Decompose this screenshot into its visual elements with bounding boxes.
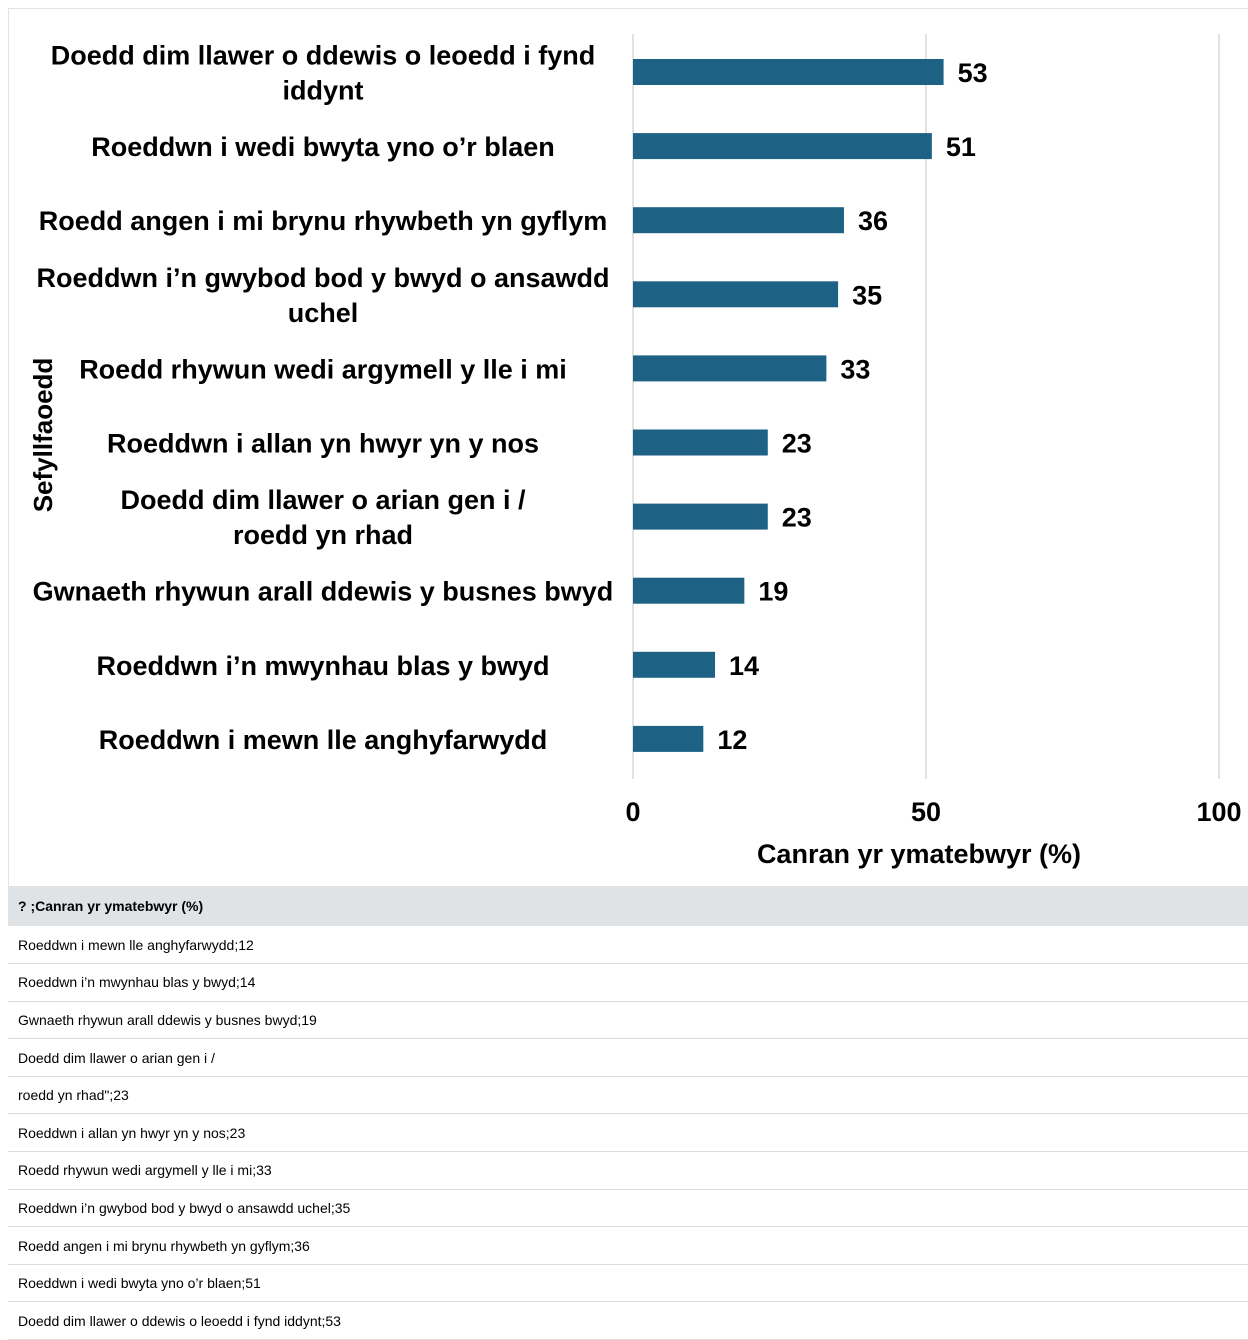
category-label: Doedd dim llawer o arian gen i / roedd yn… [120, 485, 526, 550]
table-cell: Roeddwn i allan yn hwyr yn y nos;23 [8, 1113, 1248, 1153]
category-label: Roeddwn i mewn lle anghyfarwydd [99, 725, 548, 755]
bar [633, 281, 839, 308]
data-label: 14 [729, 651, 759, 681]
category-label-line: Roeddwn i allan yn hwyr yn y nos [107, 429, 539, 459]
table-row: Doedd dim llawer o arian gen i / [8, 1038, 1248, 1077]
bar [633, 133, 932, 160]
table-row: Roeddwn i’n mwynhau blas y bwyd;14 [8, 963, 1248, 1002]
x-tick-label: 50 [911, 797, 941, 827]
table-header-row: ? ;Canran yr ymatebwyr (%) [8, 886, 1248, 926]
data-label: 36 [858, 206, 888, 236]
data-label: 35 [852, 280, 882, 310]
bar [633, 59, 944, 85]
category-label-line: roedd yn rhad [233, 520, 413, 550]
table-row: Gwnaeth rhywun arall ddewis y busnes bwy… [8, 1001, 1248, 1040]
category-label: Roeddwn i wedi bwyta yno o’r blaen [91, 132, 555, 162]
bar [633, 503, 768, 530]
data-label: 51 [946, 132, 976, 162]
table-cell: Roeddwn i wedi bwyta yno o’r blaen;51 [8, 1264, 1248, 1303]
category-label-line: uchel [288, 298, 359, 328]
bars [633, 59, 944, 752]
table-cell: Doedd dim llawer o arian gen i / [8, 1038, 1248, 1077]
category-label-line: Doedd dim llawer o arian gen i / [120, 485, 526, 515]
x-ticks: 0 50 100 [625, 797, 1241, 827]
category-label: Roedd angen i mi brynu rhywbeth yn gyfly… [39, 206, 608, 236]
category-label-line: Roeddwn i wedi bwyta yno o’r blaen [91, 132, 555, 162]
category-label-line: Roeddwn i’n gwybod bod y bwyd o ansawdd [37, 263, 610, 293]
x-tick-label: 100 [1196, 797, 1241, 827]
table-cell: Roeddwn i’n mwynhau blas y bwyd;14 [8, 963, 1248, 1002]
bar [633, 651, 716, 678]
category-label-line: Roedd angen i mi brynu rhywbeth yn gyfly… [39, 206, 608, 236]
bar [633, 355, 827, 382]
table-row: Roedd angen i mi brynu rhywbeth yn gyfly… [8, 1226, 1248, 1265]
x-tick-label: 0 [625, 797, 640, 827]
category-labels: Doedd dim llawer o ddewis o leoedd i fyn… [33, 41, 614, 755]
table-cell: Roedd angen i mi brynu rhywbeth yn gyfly… [8, 1226, 1248, 1265]
table-body: Roeddwn i mewn lle anghyfarwydd;12 Roeddw… [8, 926, 1248, 1340]
table-row: Doedd dim llawer o ddewis o leoedd i fyn… [8, 1301, 1248, 1340]
category-label: Roeddwn i allan yn hwyr yn y nos [107, 429, 539, 459]
table-cell: Roeddwn i mewn lle anghyfarwydd;12 [8, 926, 1248, 965]
category-label: Gwnaeth rhywun arall ddewis y busnes bwy… [33, 577, 614, 607]
category-label: Roeddwn i’n gwybod bod y bwyd o ansawdd u… [37, 263, 610, 328]
data-label: 12 [717, 725, 747, 755]
data-label: 23 [782, 503, 812, 533]
category-label-line: Gwnaeth rhywun arall ddewis y busnes bwy… [33, 577, 614, 607]
table-cell: Doedd dim llawer o ddewis o leoedd i fyn… [8, 1301, 1248, 1340]
bar-chart: Doedd dim llawer o ddewis o leoedd i fyn… [28, 34, 1242, 869]
data-label: 33 [840, 354, 870, 384]
table-row: Roeddwn i wedi bwyta yno o’r blaen;51 [8, 1264, 1248, 1303]
category-label: Roeddwn i’n mwynhau blas y bwyd [96, 651, 549, 681]
y-axis-title: Sefyllfaoedd [28, 358, 58, 513]
category-label-line: Roedd rhywun wedi argymell y lle i mi [79, 354, 567, 384]
bar [633, 725, 704, 752]
bar [633, 207, 844, 234]
bar [633, 429, 768, 456]
chart-panel: Doedd dim llawer o ddewis o leoedd i fyn… [8, 8, 1248, 886]
table-row: roedd yn rhad";23 [8, 1076, 1248, 1115]
bar [633, 577, 745, 604]
table-cell: Roedd rhywun wedi argymell y lle i mi;33 [8, 1151, 1248, 1190]
category-label: Doedd dim llawer o ddewis o leoedd i fyn… [51, 41, 596, 106]
data-label: 53 [958, 58, 988, 88]
data-label: 23 [782, 429, 812, 459]
data-label: 19 [758, 577, 788, 607]
category-label-line: Roeddwn i’n mwynhau blas y bwyd [96, 651, 549, 681]
table-row: Roeddwn i mewn lle anghyfarwydd;12 [8, 926, 1248, 965]
category-label-line: Roeddwn i mewn lle anghyfarwydd [99, 725, 548, 755]
category-label-line: Doedd dim llawer o ddewis o leoedd i fyn… [51, 41, 596, 71]
table-cell: roedd yn rhad";23 [8, 1076, 1248, 1115]
category-label-line: iddynt [283, 76, 364, 106]
data-table: ? ;Canran yr ymatebwyr (%) Roeddwn i mew… [8, 886, 1248, 1340]
x-axis-title: Canran yr ymatebwyr (%) [757, 839, 1081, 869]
data-labels: 53 51 36 35 33 23 23 19 14 12 [717, 58, 987, 755]
table-cell: Gwnaeth rhywun arall ddewis y busnes bwy… [8, 1001, 1248, 1040]
table-row: Roeddwn i’n gwybod bod y bwyd o ansawdd … [8, 1189, 1248, 1228]
table-row: Roeddwn i allan yn hwyr yn y nos;23 [8, 1113, 1248, 1153]
category-label: Roedd rhywun wedi argymell y lle i mi [79, 354, 567, 384]
table-row: Roedd rhywun wedi argymell y lle i mi;33 [8, 1151, 1248, 1190]
table-cell: Roeddwn i’n gwybod bod y bwyd o ansawdd … [8, 1189, 1248, 1228]
table-header: ? ;Canran yr ymatebwyr (%) [8, 886, 1248, 926]
